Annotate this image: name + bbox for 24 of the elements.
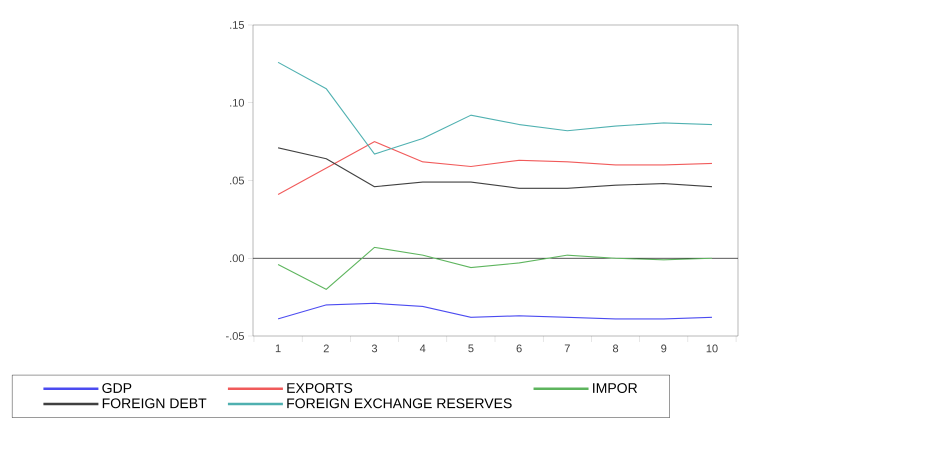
legend-label: GDP: [102, 383, 132, 393]
x-tick-label: 1: [276, 344, 281, 352]
x-tick-label: 6: [516, 344, 522, 352]
x-tick-label: 2: [324, 344, 329, 352]
line-series: [278, 147, 713, 189]
y-tick-label: .10: [230, 98, 244, 107]
y-tick-label: -.05: [226, 332, 244, 340]
x-tick-label: 3: [372, 344, 378, 352]
line-series: [278, 246, 713, 290]
legend-label: FOREIGN DEBT: [102, 398, 206, 408]
x-tick-label: 4: [420, 344, 426, 352]
legend-label: EXPORTS: [287, 383, 352, 393]
legend-label: IMPOR: [593, 383, 638, 393]
line-series: [278, 302, 713, 320]
y-tick-label: .05: [230, 176, 244, 184]
line-series: [278, 62, 713, 155]
y-tick-label: .00: [230, 254, 244, 262]
x-tick-label: 8: [612, 344, 618, 352]
x-tick-label: 7: [564, 344, 570, 352]
x-tick-label: 10: [706, 344, 718, 352]
y-tick-label: .15: [230, 21, 244, 29]
legend-label: FOREIGN EXCHANGE RESERVES: [287, 398, 512, 408]
x-tick-label: 5: [468, 344, 474, 352]
x-tick-label: 9: [661, 344, 666, 352]
